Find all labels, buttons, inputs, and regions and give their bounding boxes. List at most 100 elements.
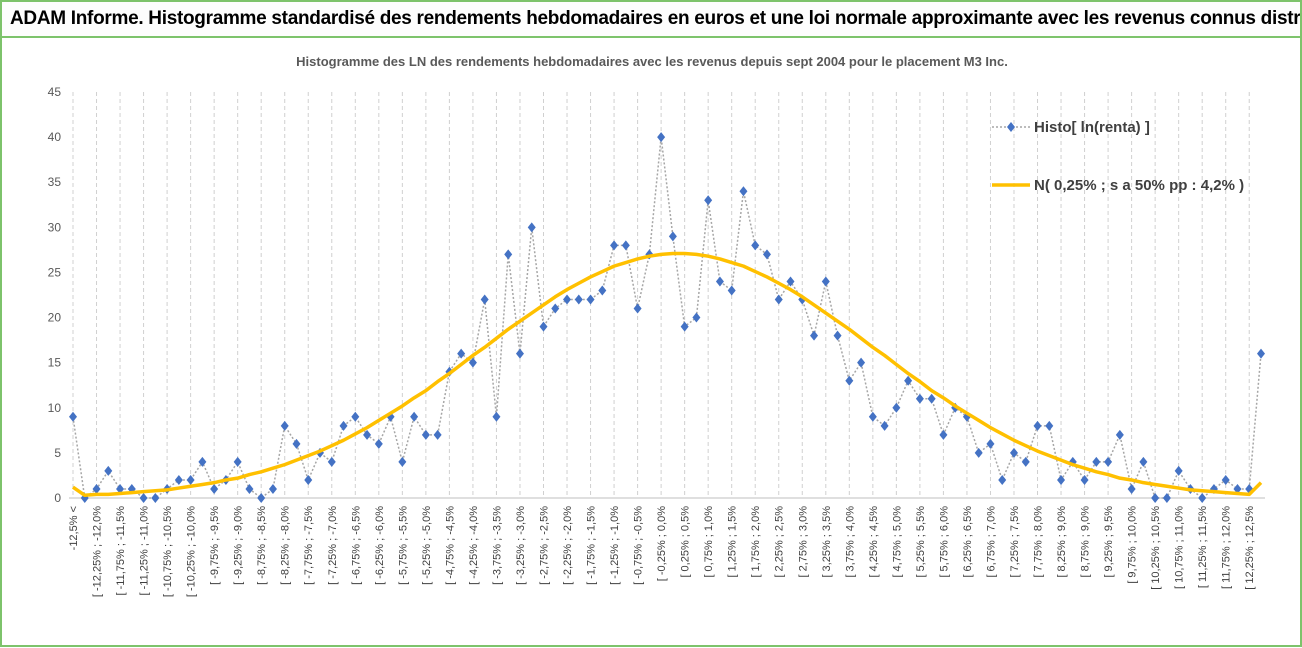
x-tick-label: [ -4,25% ; -4,0% [468, 506, 480, 585]
x-tick-label: [ 1,25% ; 1,5% [727, 506, 739, 578]
histo-point [563, 294, 572, 305]
histo-point [410, 411, 419, 422]
histo-point [1080, 474, 1089, 485]
histo-point [904, 375, 913, 386]
histo-point [786, 276, 795, 287]
chart: Histogramme des LN des rendements hebdom… [48, 54, 1290, 597]
histo-point [1233, 483, 1242, 494]
histo-point [457, 348, 466, 359]
histo-point [868, 411, 877, 422]
x-tick-label: [ 6,25% ; 6,5% [962, 506, 974, 578]
histo-point [692, 312, 701, 323]
histo-point [480, 294, 489, 305]
x-tick-label: [ 2,75% ; 3,0% [797, 506, 809, 578]
y-tick-label: 40 [48, 130, 62, 144]
histo-point [233, 456, 242, 467]
x-tick-label: [ -9,75% ; -9,5% [209, 506, 221, 585]
y-tick-label: 25 [48, 265, 62, 279]
histo-point [1162, 493, 1171, 503]
histo-point [1221, 474, 1230, 485]
histo-point [139, 493, 148, 503]
normal-line [72, 251, 1263, 498]
histo-point [762, 249, 771, 260]
histo-point [116, 483, 125, 494]
histo-point [1021, 456, 1030, 467]
histo-point [92, 483, 101, 494]
x-tick-label: [ -1,25% ; -1,0% [609, 506, 621, 585]
histo-point [245, 483, 254, 494]
y-tick-label: 5 [54, 446, 61, 460]
histo-point [1139, 456, 1148, 467]
x-tick-label: [ -6,75% ; -6,5% [350, 506, 362, 585]
x-tick-label: [ -10,25% ; -10,0% [186, 506, 198, 597]
x-tick-label: [ 6,75% ; 7,0% [985, 506, 997, 578]
x-tick-label: [ 7,75% ; 8,0% [1033, 506, 1045, 578]
histo-point [880, 420, 889, 431]
y-tick-label: 10 [48, 401, 62, 415]
histo-point [504, 249, 513, 260]
x-tick-label: [ 9,25% ; 9,5% [1103, 506, 1115, 578]
x-tick-label: [ 3,25% ; 3,5% [821, 506, 833, 578]
histo-point [327, 456, 336, 467]
y-tick-label: 45 [48, 85, 62, 99]
y-tick-label: 30 [48, 220, 62, 234]
x-tick-label: [ -11,75% ; -11,5% [115, 506, 127, 596]
y-tick-label: 15 [48, 356, 62, 370]
y-tick-label: 20 [48, 311, 62, 325]
histo-point [492, 411, 501, 422]
x-tick-label: [ 0,25% ; 0,5% [680, 506, 692, 578]
x-tick-label: [ -7,25% ; -7,0% [327, 506, 339, 585]
histo-point [998, 474, 1007, 485]
x-tick-label: -12,5% < [68, 506, 80, 550]
legend-marker [1007, 122, 1015, 132]
histo-line [72, 137, 1262, 500]
chart-title: Histogramme des LN des rendements hebdom… [296, 54, 1008, 69]
histo-point [551, 303, 560, 314]
x-tick-label: [ -1,75% ; -1,5% [586, 506, 598, 585]
histo-point [986, 438, 995, 449]
histo-point [468, 357, 477, 368]
histo-point [198, 456, 207, 467]
histo-point [280, 420, 289, 431]
x-tick-label: [ 8,25% ; 9,0% [1056, 506, 1068, 578]
x-tick-label: [ 0,75% ; 1,0% [703, 506, 715, 578]
histo-point [1257, 348, 1265, 359]
histo-point [69, 411, 77, 422]
histo-point [715, 276, 724, 287]
x-tick-label: [ -2,25% ; -2,0% [562, 506, 574, 585]
histo-point [974, 447, 983, 458]
x-tick-label: [ 8,75% ; 9,0% [1080, 506, 1092, 578]
x-tick-label: [ -8,75% ; -8,5% [256, 506, 268, 585]
page-title: ADAM Informe. Histogramme standardisé de… [2, 2, 1300, 38]
x-tick-label: [ -3,25% ; -3,0% [515, 506, 527, 585]
y-tick-label: 0 [54, 491, 61, 505]
histo-point [774, 294, 783, 305]
histo-point [257, 493, 266, 503]
x-tick-label: [ 5,25% ; 5,5% [915, 506, 927, 578]
histo-point [915, 393, 924, 404]
histo-point [1009, 447, 1018, 458]
histo-point [821, 276, 830, 287]
histo-point [927, 393, 936, 404]
histo-point [151, 493, 160, 503]
x-tick-label: [ 7,25% ; 7,5% [1009, 506, 1021, 578]
x-tick-label: [ 5,75% ; 6,0% [938, 506, 950, 578]
x-tick-label: [ 3,75% ; 4,0% [844, 506, 856, 578]
x-tick-label: [ 11,25% ; 11,5% [1197, 506, 1209, 588]
y-tick-label: 35 [48, 175, 62, 189]
histo-point [751, 240, 760, 251]
x-tick-label: [ 11,75% ; 12,0% [1221, 506, 1233, 589]
x-tick-label: [ 10,25% ; 10,5% [1150, 506, 1162, 590]
legend-label: N( 0,25% ; s a 50% pp : 4,2% ) [1034, 177, 1244, 194]
histo-point [668, 231, 677, 242]
histo-point [586, 294, 595, 305]
histo-point [304, 474, 313, 485]
histo-point [892, 402, 901, 413]
histo-point [574, 294, 583, 305]
histo-point [939, 429, 948, 440]
x-tick-label: [ -2,75% ; -2,5% [538, 506, 550, 585]
histo-point [1151, 493, 1160, 503]
histo-point [727, 285, 736, 296]
histo-point [1198, 493, 1207, 503]
